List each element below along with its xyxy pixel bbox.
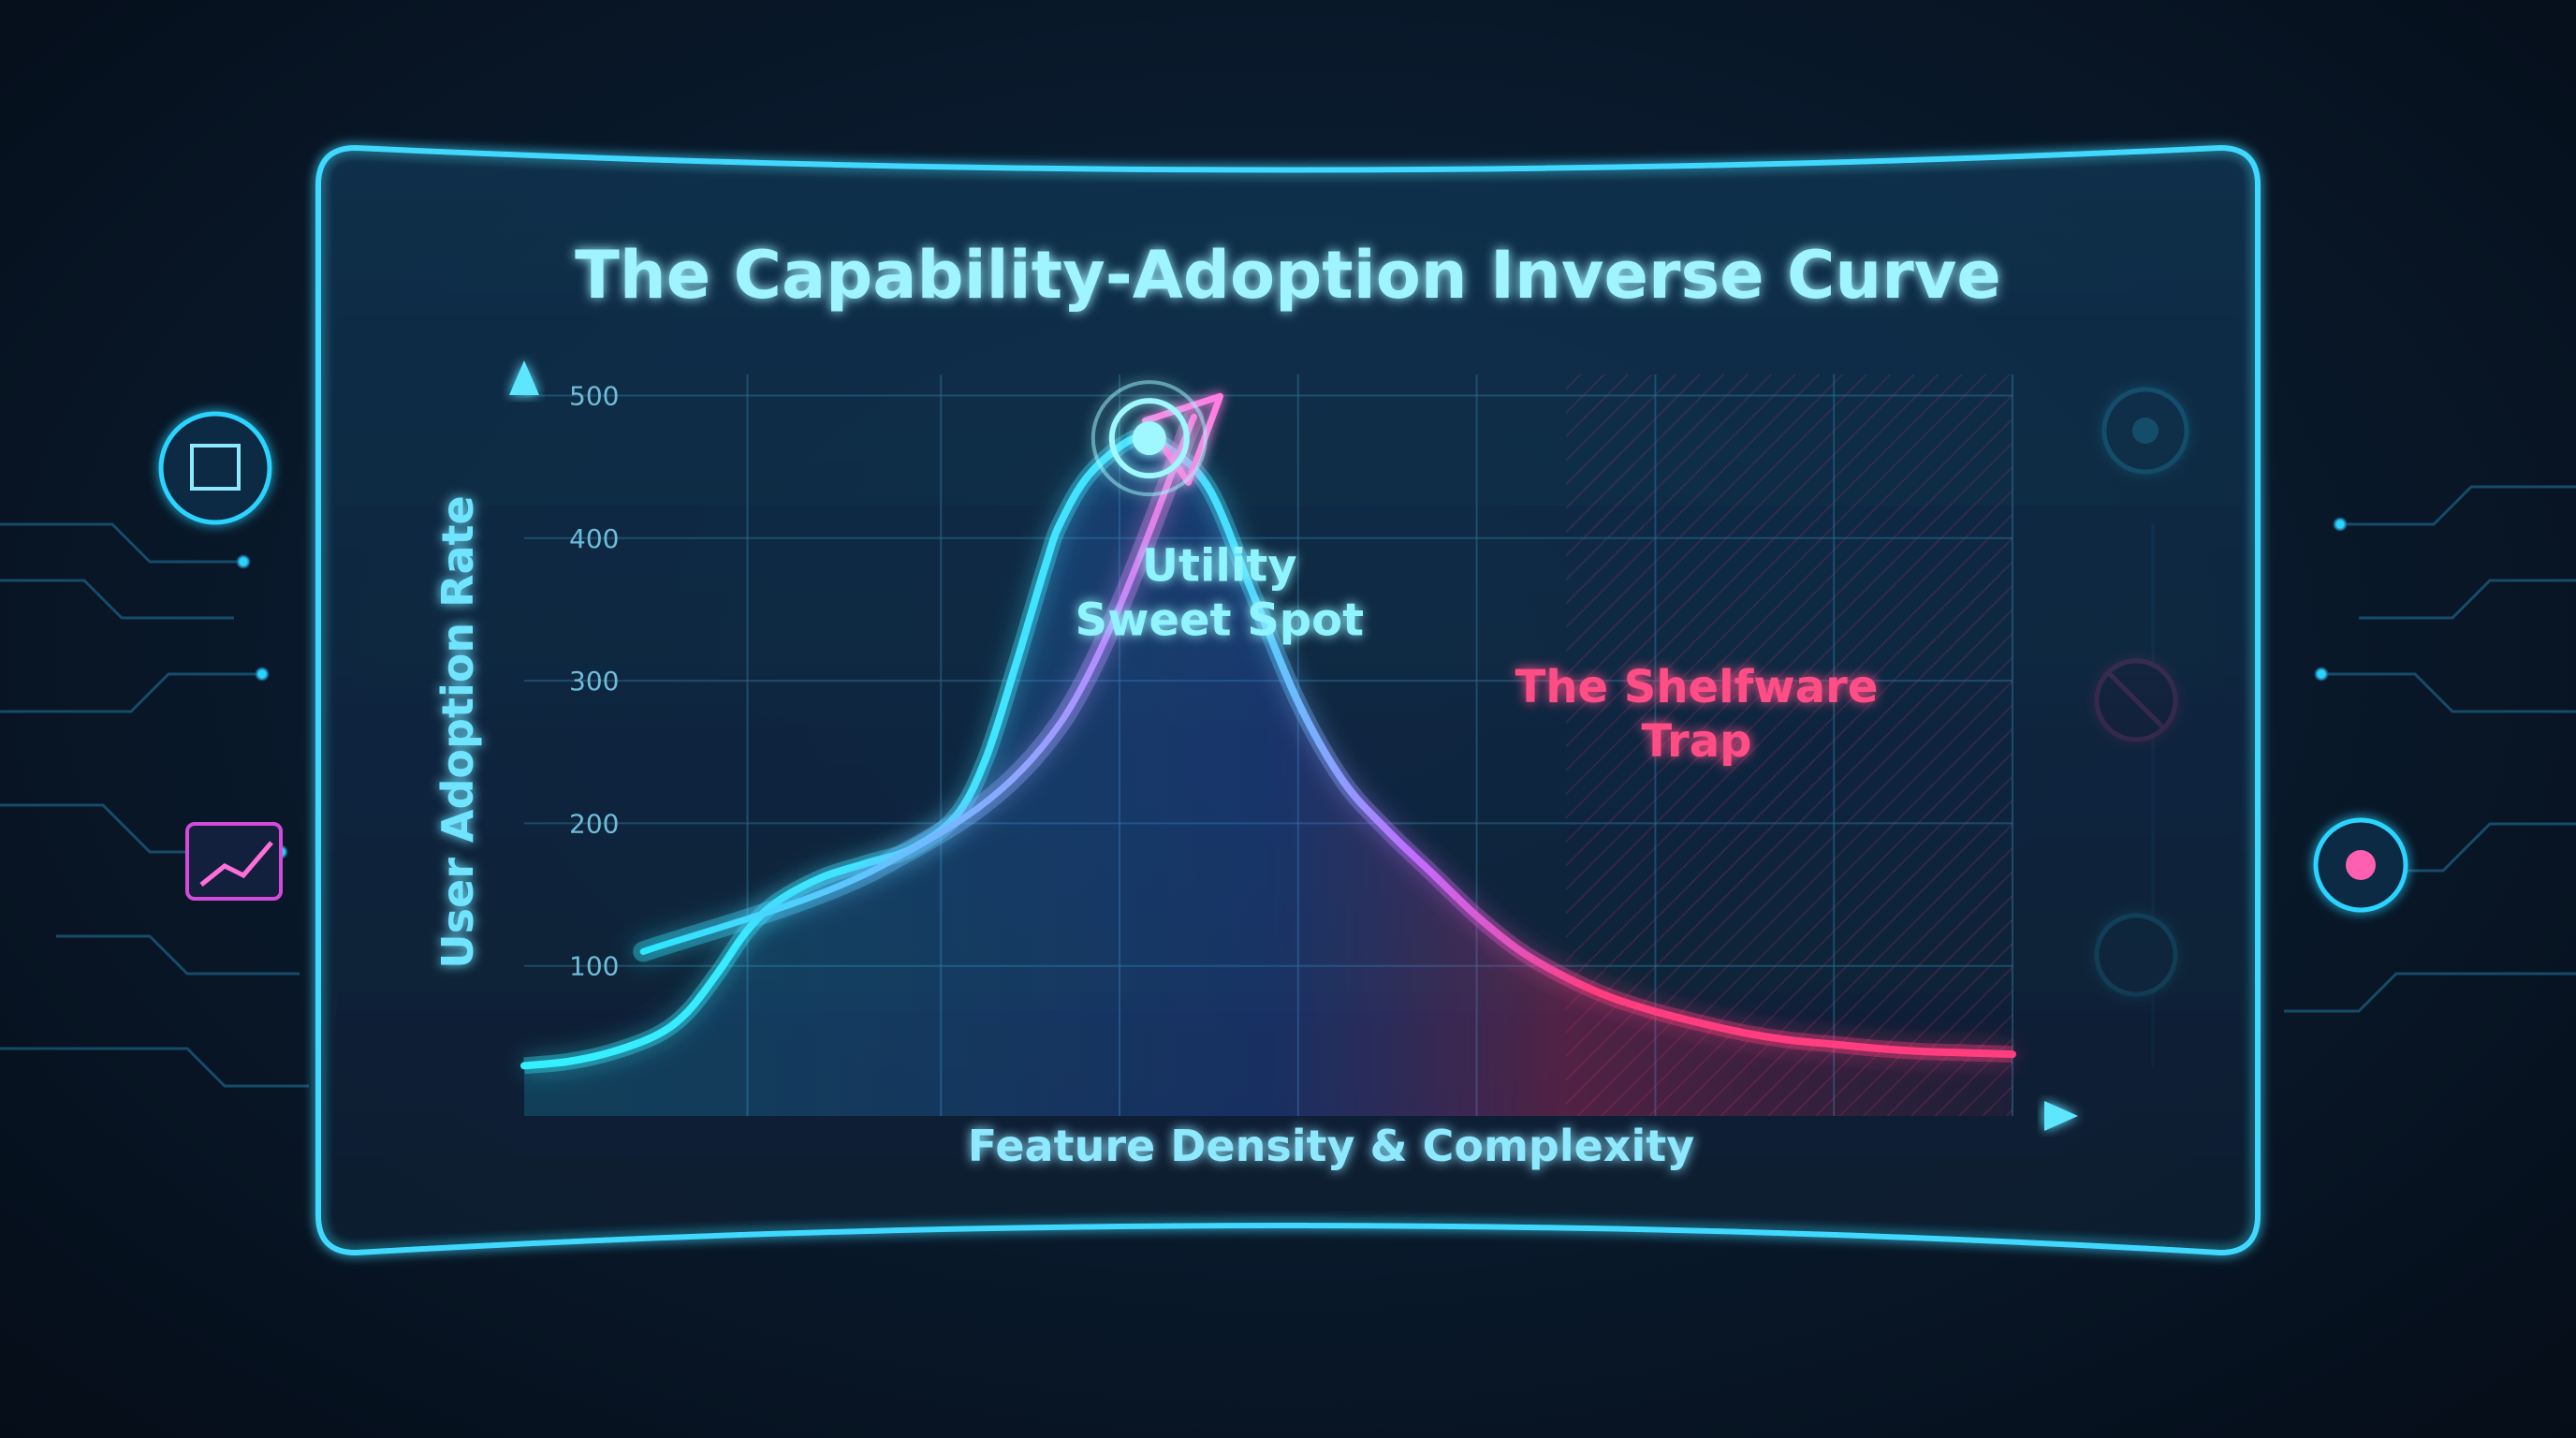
x-axis-label: Feature Density & Complexity [968, 1121, 1694, 1171]
annotation-shelfware-trap: Trap [1642, 715, 1752, 768]
y-axis-arrowhead [509, 360, 539, 395]
chart-title: The Capability-Adoption Inverse Curve [575, 237, 2001, 314]
y-tick-label: 500 [569, 380, 619, 411]
curve-area-fill [524, 435, 2012, 1116]
left-icons [158, 411, 283, 901]
annotation-sweet-spot: Sweet Spot [1076, 594, 1365, 646]
y-tick-label: 400 [569, 523, 619, 554]
annotation-shelfware-trap: The Shelfware [1515, 661, 1879, 713]
shelfware-region [1566, 374, 2012, 1116]
trend-arrow-shaft [639, 413, 1197, 955]
x-axis-arrowhead [2044, 1101, 2078, 1131]
y-axis-label: User Adoption Rate [432, 495, 483, 968]
y-tick-label: 300 [569, 666, 619, 697]
annotation-sweet-spot: Utility [1142, 539, 1297, 592]
left-decoration [0, 522, 309, 1088]
peak-marker-outer-ring [1090, 380, 1208, 497]
y-tick-label: 100 [569, 951, 619, 982]
peak-marker-ring [1108, 398, 1190, 479]
peak-marker-dot [1132, 421, 1166, 456]
y-tick-label: 200 [569, 808, 619, 839]
